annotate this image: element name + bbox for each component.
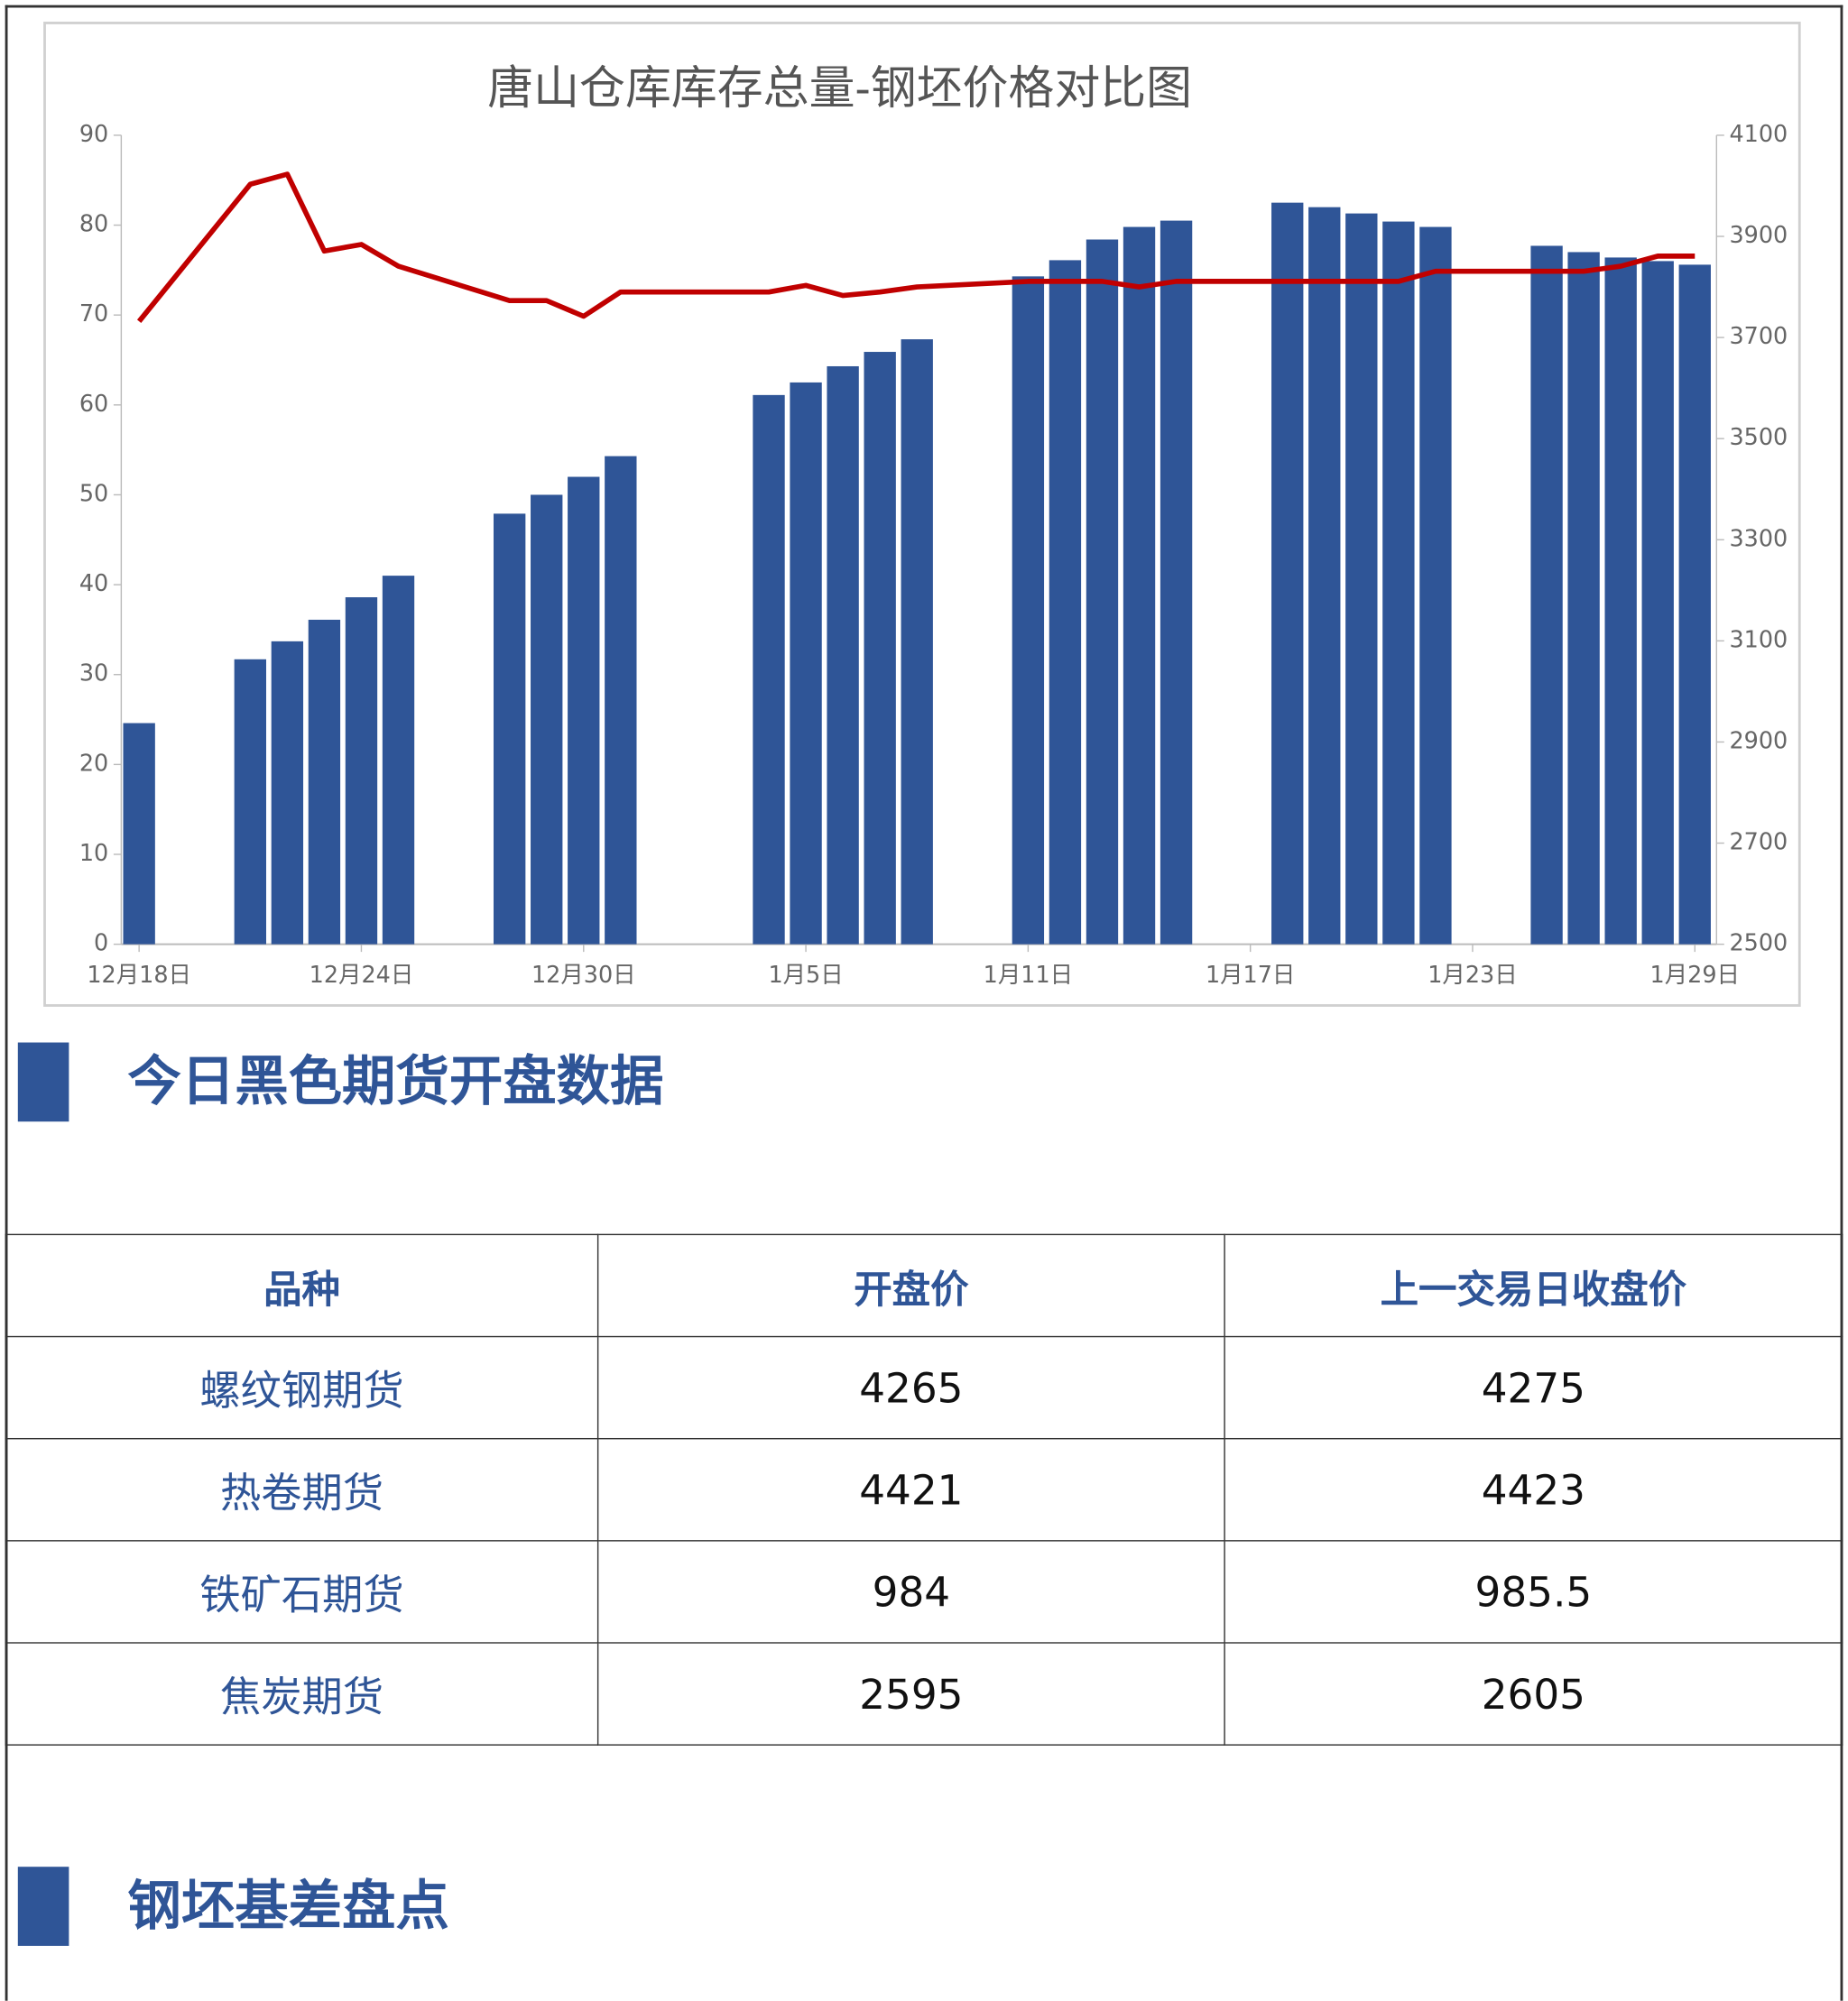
line [136, 171, 1696, 323]
table-cell: 热卷期货 [5, 1437, 599, 1542]
bar [1012, 276, 1045, 945]
bar [1419, 226, 1452, 945]
y2-tick-label: 3300 [1729, 525, 1788, 552]
x-tick-label: 12月30日 [531, 962, 636, 989]
bar [1308, 207, 1341, 945]
table-cell: 2595 [596, 1642, 1225, 1746]
y-tick-label: 40 [79, 570, 108, 597]
y2-tick-label: 4100 [1729, 121, 1788, 148]
x-tick-label: 1月17日 [1206, 962, 1295, 989]
y-tick-label: 0 [94, 930, 108, 957]
bar [790, 382, 822, 945]
table-header: 上一交易日收盘价 [1224, 1233, 1843, 1338]
table-cell: 4423 [1224, 1437, 1843, 1542]
bar [493, 513, 526, 945]
y2-tick-label: 2500 [1729, 930, 1788, 957]
y-tick-label: 80 [79, 211, 108, 238]
bar [1530, 245, 1563, 945]
table-cell: 螺纹钢期货 [5, 1335, 599, 1440]
y2-tick-label: 2900 [1729, 727, 1788, 754]
y-tick-label: 10 [79, 840, 108, 867]
y-tick-label: 20 [79, 750, 108, 777]
bar [1271, 202, 1304, 945]
table-cell: 985.5 [1224, 1540, 1843, 1644]
y2-tick-label: 2700 [1729, 829, 1788, 856]
bar [234, 659, 266, 945]
bar [1086, 239, 1119, 945]
bar [531, 494, 563, 945]
section-title: 钢坯基差盘点 [127, 1874, 449, 1937]
x-tick-label: 12月24日 [310, 962, 414, 989]
bar [1160, 220, 1193, 945]
table-cell: 铁矿石期货 [5, 1540, 599, 1644]
section-header: 钢坯基差盘点 [0, 1867, 1848, 1949]
bar [382, 576, 415, 945]
bar [1382, 221, 1415, 945]
table-cell: 4275 [1224, 1335, 1843, 1440]
y2-tick-label: 3700 [1729, 323, 1788, 350]
bar [1641, 261, 1674, 945]
table-header: 品种 [5, 1233, 599, 1338]
bar [1567, 252, 1600, 945]
x-tick-label: 1月11日 [984, 962, 1073, 989]
bar [901, 339, 933, 945]
y2-tick-label: 3100 [1729, 626, 1788, 653]
chart-title: 唐山仓库库存总量-钢坯价格对比图 [487, 62, 1192, 115]
table-cell: 984 [596, 1540, 1225, 1644]
y-tick-label: 30 [79, 660, 108, 687]
table-cell: 焦炭期货 [5, 1642, 599, 1746]
table-cell: 4421 [596, 1437, 1225, 1542]
bar [605, 456, 637, 945]
y-tick-label: 70 [79, 300, 108, 327]
x-tick-label: 1月5日 [768, 962, 843, 989]
x-tick-label: 1月23日 [1428, 962, 1517, 989]
table-header: 开盘价 [596, 1233, 1225, 1338]
bar [568, 476, 600, 945]
section-header: 今日黑色期货开盘数据 [0, 1042, 1848, 1125]
bar [1604, 257, 1637, 945]
y-tick-label: 50 [79, 480, 108, 507]
y-tick-label: 60 [79, 391, 108, 418]
table-cell: 4265 [596, 1335, 1225, 1440]
y2-tick-label: 3500 [1729, 424, 1788, 451]
x-tick-label: 12月18日 [87, 962, 191, 989]
bar [1123, 226, 1156, 945]
bar [1049, 260, 1082, 945]
page-frame [5, 5, 1843, 2001]
bar [1345, 213, 1378, 945]
bar [827, 365, 859, 945]
y2-tick-label: 3900 [1729, 222, 1788, 249]
bar [308, 619, 341, 945]
section-title: 今日黑色期货开盘数据 [127, 1050, 664, 1113]
bar [271, 641, 304, 945]
table-cell: 2605 [1224, 1642, 1843, 1746]
chart: 唐山仓库库存总量-钢坯价格对比图 0 10 20 30 40 50 60 70 80 90 2500… [43, 22, 1801, 1007]
bar [345, 597, 378, 945]
bar [123, 723, 155, 945]
data-table: 品种 开盘价 上一交易日收盘价 螺纹钢期货 4265 4275 热卷期货 4421 4423… [5, 1233, 1843, 1746]
x-tick-label: 1月29日 [1650, 962, 1740, 989]
y-tick-label: 90 [79, 121, 108, 148]
bar [864, 352, 896, 945]
bar [753, 394, 785, 945]
bar [1678, 264, 1711, 945]
